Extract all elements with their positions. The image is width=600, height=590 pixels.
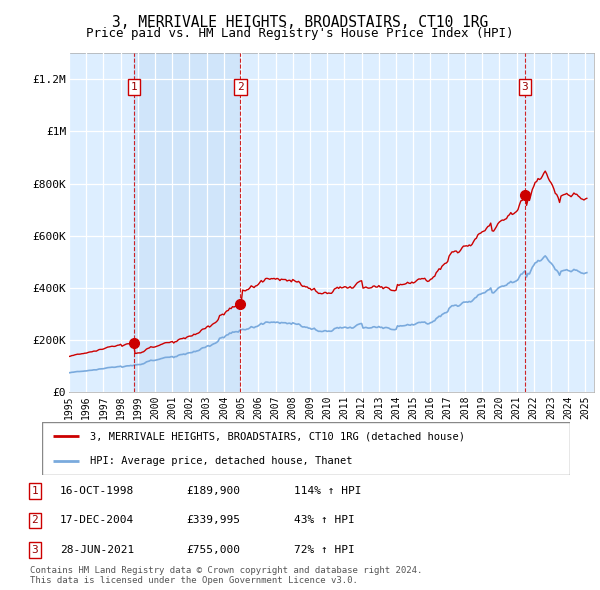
Text: 17-DEC-2004: 17-DEC-2004 [60,516,134,525]
Text: 1: 1 [31,486,38,496]
Text: HPI: Average price, detached house, Thanet: HPI: Average price, detached house, Than… [89,455,352,466]
Text: 72% ↑ HPI: 72% ↑ HPI [294,545,355,555]
Text: 2: 2 [237,82,244,92]
Text: £755,000: £755,000 [186,545,240,555]
Text: £189,900: £189,900 [186,486,240,496]
Text: Price paid vs. HM Land Registry's House Price Index (HPI): Price paid vs. HM Land Registry's House … [86,27,514,40]
Bar [134,53,241,392]
Text: 2: 2 [31,516,38,525]
Text: 3, MERRIVALE HEIGHTS, BROADSTAIRS, CT10 1RG: 3, MERRIVALE HEIGHTS, BROADSTAIRS, CT10 … [112,15,488,30]
Text: 16-OCT-1998: 16-OCT-1998 [60,486,134,496]
Text: 28-JUN-2021: 28-JUN-2021 [60,545,134,555]
Text: 43% ↑ HPI: 43% ↑ HPI [294,516,355,525]
Text: Contains HM Land Registry data © Crown copyright and database right 2024.
This d: Contains HM Land Registry data © Crown c… [30,566,422,585]
Text: 3, MERRIVALE HEIGHTS, BROADSTAIRS, CT10 1RG (detached house): 3, MERRIVALE HEIGHTS, BROADSTAIRS, CT10 … [89,431,464,441]
Text: 3: 3 [521,82,529,92]
Text: 1: 1 [131,82,137,92]
Text: 114% ↑ HPI: 114% ↑ HPI [294,486,361,496]
Text: £339,995: £339,995 [186,516,240,525]
Text: 3: 3 [31,545,38,555]
